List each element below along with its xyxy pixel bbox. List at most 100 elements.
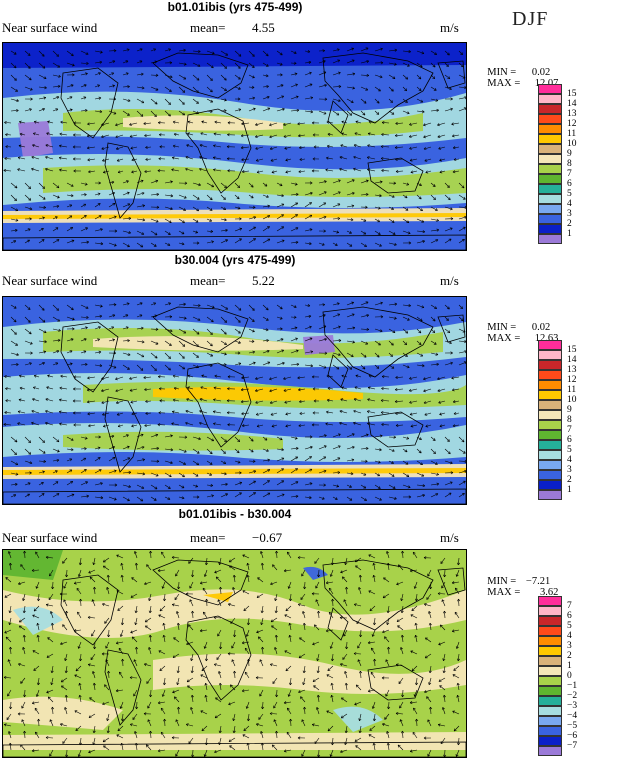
panel-3-min-value: −7.21 <box>525 576 551 587</box>
colorbar-cell <box>538 224 562 234</box>
panel-3-map <box>2 549 467 758</box>
panel-3-field-label: Near surface wind <box>2 530 98 545</box>
colorbar-tick-label: −7 <box>567 741 578 751</box>
panel-2-minmax: MIN = 0.02 MAX = 12.63 <box>482 311 632 344</box>
panel-2-max-value: 12.63 <box>534 333 559 344</box>
panel-3-title: b01.01ibis - b30.004 <box>178 507 292 521</box>
colorbar-cell <box>538 440 562 450</box>
colorbar-cell <box>538 430 562 440</box>
colorbar-tick-label: 11 <box>567 129 577 139</box>
colorbar-tick-label: 7 <box>567 169 572 179</box>
colorbar-tick-label: −6 <box>567 731 578 741</box>
colorbar-tick-label: 3 <box>567 465 572 475</box>
colorbar-cell <box>538 716 562 726</box>
panel-1-units: m/s <box>440 20 459 35</box>
panel-2-map <box>2 296 467 505</box>
colorbar-tick-label: −3 <box>567 701 578 711</box>
colorbar-cell <box>538 184 562 194</box>
panel-2-title: b30.004 (yrs 475-499) <box>174 253 296 267</box>
panel-3-max-label: MAX = <box>487 587 521 598</box>
colorbar-cell <box>538 214 562 224</box>
colorbar-cell <box>538 204 562 214</box>
colorbar-cell <box>538 666 562 676</box>
colorbar-cell <box>538 84 562 94</box>
panel-3-minmax: MIN = −7.21 MAX = 3.62 <box>482 565 632 598</box>
colorbar-tick-label: 2 <box>567 219 572 229</box>
colorbar-tick-label: −4 <box>567 711 578 721</box>
colorbar-tick-label: 6 <box>567 179 572 189</box>
colorbar-cell <box>538 470 562 480</box>
colorbar-cell <box>538 646 562 656</box>
colorbar-tick-label: 8 <box>567 159 572 169</box>
panel-2-min-label: MIN = <box>487 322 517 333</box>
panel-1-field-label: Near surface wind <box>2 20 98 35</box>
season-label: DJF <box>512 8 549 30</box>
colorbar-tick-label: 15 <box>567 89 577 99</box>
colorbar-tick-label: 2 <box>567 651 572 661</box>
colorbar-tick-label: 9 <box>567 149 572 159</box>
colorbar-tick-label: 6 <box>567 435 572 445</box>
colorbar-cell <box>538 606 562 616</box>
colorbar-cell <box>538 154 562 164</box>
colorbar-cell <box>538 410 562 420</box>
colorbar-cell <box>538 390 562 400</box>
panel-3-mean-value: −0.67 <box>252 530 283 545</box>
colorbar-tick-label: 14 <box>567 355 577 365</box>
colorbar-tick-label: 13 <box>567 365 577 375</box>
colorbar-cell <box>538 450 562 460</box>
colorbar-tick-label: 11 <box>567 385 577 395</box>
colorbar-tick-label: 14 <box>567 99 577 109</box>
panel-1-map-canvas <box>3 43 466 250</box>
colorbar-cell <box>538 164 562 174</box>
colorbar-cell <box>538 656 562 666</box>
panel-2-map-canvas <box>3 297 466 504</box>
colorbar-tick-label: −2 <box>567 691 578 701</box>
colorbar-tick-label: −1 <box>567 681 578 691</box>
colorbar-cell <box>538 420 562 430</box>
colorbar-cell <box>538 686 562 696</box>
panel-1-max-label: MAX = <box>487 78 521 89</box>
colorbar-cell <box>538 234 562 244</box>
colorbar-cell <box>538 746 562 756</box>
colorbar-cell <box>538 144 562 154</box>
panel-3-max-value: 3.62 <box>539 587 559 598</box>
panel-2-mean-label: mean= <box>190 273 226 288</box>
colorbar-tick-label: 6 <box>567 611 572 621</box>
colorbar-tick-label: 1 <box>567 661 572 671</box>
colorbar-tick-label: 12 <box>567 375 577 385</box>
panel-1-minmax: MIN = 0.02 MAX =12.07 <box>482 56 632 89</box>
colorbar-tick-label: 13 <box>567 109 577 119</box>
colorbar-tick-label: 3 <box>567 641 572 651</box>
panel-1-mean-label: mean= <box>190 20 226 35</box>
panel-1-title: b01.01ibis (yrs 475-499) <box>167 0 303 14</box>
colorbar-tick-label: 12 <box>567 119 577 129</box>
colorbar-tick-label: 10 <box>567 395 577 405</box>
colorbar-tick-label: 5 <box>567 189 572 199</box>
colorbar-cell <box>538 360 562 370</box>
colorbar-cell <box>538 706 562 716</box>
colorbar-cell <box>538 134 562 144</box>
colorbar-tick-label: 7 <box>567 425 572 435</box>
panel-2-units: m/s <box>440 273 459 288</box>
panel-1-min-label: MIN = <box>487 67 517 78</box>
colorbar-cell <box>538 94 562 104</box>
panel-1-mean-value: 4.55 <box>252 20 275 35</box>
panel-2-max-label: MAX = <box>487 333 521 344</box>
colorbar-cell <box>538 194 562 204</box>
colorbar-tick-label: 15 <box>567 345 577 355</box>
colorbar-cell <box>538 104 562 114</box>
colorbar-tick-label: 3 <box>567 209 572 219</box>
colorbar-tick-label: 2 <box>567 475 572 485</box>
colorbar-tick-label: 0 <box>567 671 572 681</box>
colorbar-cell <box>538 626 562 636</box>
colorbar-tick-label: 1 <box>567 485 572 495</box>
panel-1-map <box>2 42 467 251</box>
colorbar-tick-label: 7 <box>567 601 572 611</box>
colorbar-cell <box>538 596 562 606</box>
colorbar-cell <box>538 460 562 470</box>
panel-2-min-value: 0.02 <box>531 322 551 333</box>
colorbar-tick-label: 4 <box>567 199 572 209</box>
colorbar-tick-label: −5 <box>567 721 578 731</box>
panel-2-mean-value: 5.22 <box>252 273 275 288</box>
panel-3-min-label: MIN = <box>487 576 517 587</box>
